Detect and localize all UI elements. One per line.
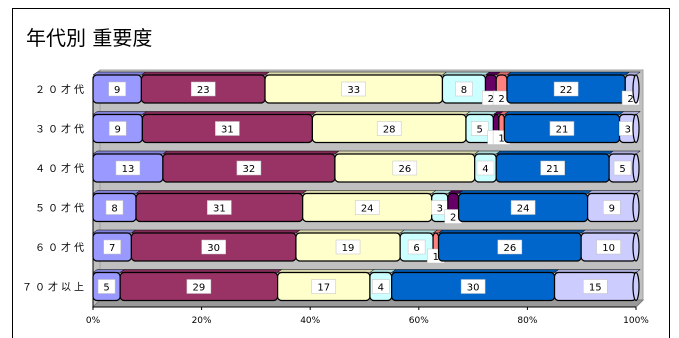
category-label: ６０才代 (35, 241, 87, 254)
data-label: 29 (193, 283, 206, 294)
data-label-box (549, 121, 575, 136)
data-label: 15 (589, 283, 602, 294)
data-label-box (497, 239, 523, 255)
data-label: 26 (398, 164, 411, 175)
data-label: 26 (503, 243, 516, 254)
data-label-box (407, 239, 426, 255)
data-label: 17 (317, 283, 330, 294)
data-label-box (540, 160, 565, 176)
bar-end-cap (632, 74, 640, 104)
data-label-box (455, 81, 473, 97)
data-label: 22 (560, 85, 573, 96)
data-label-box (341, 81, 366, 97)
data-label: 31 (221, 125, 234, 136)
data-label: 32 (243, 164, 256, 175)
x-tick-label: 20% (192, 316, 212, 326)
data-label: 3 (625, 125, 631, 136)
data-label-box (105, 200, 124, 215)
data-label-box (207, 200, 232, 215)
data-label: 1 (498, 134, 504, 145)
data-label-box (103, 239, 121, 255)
data-label-box (201, 239, 226, 255)
data-label-box (311, 279, 337, 294)
data-label-box (108, 81, 126, 97)
data-label-box (186, 279, 212, 294)
data-label: 9 (114, 85, 120, 96)
data-label: 1 (433, 252, 439, 263)
data-label: 2 (498, 94, 504, 105)
data-label-box (354, 200, 380, 215)
data-label-box (335, 239, 361, 255)
data-label: 13 (122, 164, 135, 175)
data-label: 10 (602, 243, 615, 254)
data-label-box (583, 279, 608, 294)
x-tick-label: 80% (517, 316, 537, 326)
data-label-box (470, 121, 489, 136)
data-label: 8 (111, 204, 117, 215)
data-label: 28 (383, 125, 396, 136)
category-label: ３０才代 (35, 123, 87, 136)
x-tick-label: 60% (409, 316, 429, 326)
data-label: 30 (207, 243, 220, 254)
data-label: 5 (103, 283, 109, 294)
data-label-box (108, 121, 127, 136)
data-label-box (190, 81, 216, 97)
data-label: 21 (546, 164, 559, 175)
data-label: 23 (197, 85, 210, 96)
category-label: ７０才以上 (22, 281, 87, 294)
category-label: ５０才代 (35, 202, 87, 215)
data-label: 30 (467, 283, 480, 294)
bar-end-cap (632, 113, 640, 144)
x-tick-label: 40% (300, 316, 320, 326)
data-label: 5 (476, 125, 482, 136)
data-label: 4 (482, 164, 488, 175)
data-label-box (476, 160, 495, 176)
data-label: 2 (488, 94, 494, 105)
data-label: 19 (342, 243, 355, 254)
bar-end-cap (632, 153, 640, 183)
data-label-box (236, 160, 262, 176)
data-label-box (603, 200, 621, 215)
bar-end-cap (632, 271, 640, 302)
data-label: 33 (347, 85, 360, 96)
data-label-box (115, 160, 141, 176)
data-label-box (372, 279, 390, 294)
data-label-box (392, 160, 418, 176)
data-label: 3 (437, 204, 443, 215)
data-label: 6 (413, 243, 419, 254)
data-label: 31 (213, 204, 226, 215)
data-label: 8 (461, 85, 467, 96)
bar-end-cap (632, 232, 640, 262)
plot-back-wall (99, 69, 644, 301)
category-label: ２０才代 (35, 83, 87, 96)
bar-end-cap (632, 192, 640, 223)
category-label: ４０才代 (35, 162, 87, 175)
data-label-box (376, 121, 402, 136)
data-label-box (97, 279, 116, 294)
data-label: 21 (556, 125, 569, 136)
data-label: 24 (361, 204, 374, 215)
data-label: 2 (450, 213, 456, 224)
data-label-box (510, 200, 536, 215)
data-label-box (613, 160, 632, 176)
data-label: 2 (627, 94, 633, 105)
data-label: 24 (517, 204, 530, 215)
data-label: 9 (114, 125, 120, 136)
data-label: 7 (109, 243, 115, 254)
data-label: 4 (378, 283, 384, 294)
x-tick-label: 0% (86, 316, 101, 326)
data-label-box (596, 239, 621, 255)
data-label-box (215, 121, 240, 136)
data-label-box (553, 81, 579, 97)
data-label-box (460, 279, 486, 294)
chart-title: 年代別 重要度 (26, 26, 153, 50)
data-label: 9 (609, 204, 615, 215)
x-tick-label: 100% (623, 316, 649, 326)
data-label: 5 (619, 164, 625, 175)
